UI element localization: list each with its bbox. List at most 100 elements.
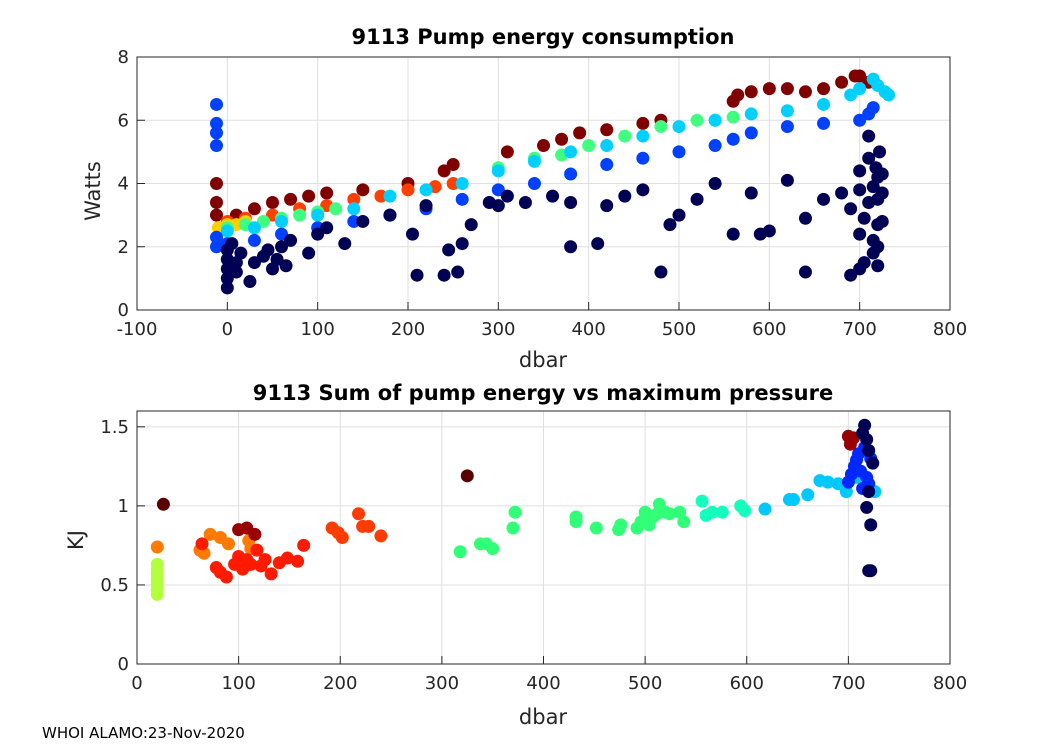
series-red-orange <box>325 507 388 544</box>
x-tick-label: 400 <box>526 673 560 694</box>
data-point <box>654 265 668 279</box>
data-point <box>266 195 279 209</box>
data-point <box>600 123 614 137</box>
data-point <box>564 195 578 209</box>
footer-credit: WHOI ALAMO:23-Nov-2020 <box>42 724 245 742</box>
data-point <box>209 116 223 130</box>
y-tick-labels: 0 2 4 6 8 <box>118 47 129 321</box>
data-point <box>546 189 560 203</box>
x-tick-label: 200 <box>391 319 425 340</box>
data-point <box>853 183 867 197</box>
data-point <box>247 256 261 270</box>
data-point <box>636 183 650 197</box>
data-point <box>654 120 668 134</box>
data-point <box>247 233 261 247</box>
data-point <box>243 275 257 289</box>
data-point <box>250 543 264 557</box>
data-point <box>219 570 233 584</box>
data-point <box>455 237 469 251</box>
data-point <box>569 515 583 529</box>
data-point <box>780 82 794 96</box>
data-point <box>860 432 874 446</box>
data-point <box>293 208 307 222</box>
data-point <box>589 521 603 535</box>
data-point <box>844 202 858 216</box>
x-tick-label: 300 <box>481 319 515 340</box>
data-point <box>636 129 650 143</box>
scatter-points <box>209 69 896 295</box>
data-point <box>270 252 284 266</box>
data-point <box>244 557 258 571</box>
x-tick-label: 500 <box>662 319 696 340</box>
data-point <box>209 208 223 222</box>
data-point <box>500 145 514 159</box>
data-point <box>780 104 794 118</box>
data-point <box>857 256 871 270</box>
data-point <box>437 268 451 282</box>
data-point <box>220 271 234 285</box>
data-point <box>486 542 500 556</box>
data-point <box>862 485 876 499</box>
x-tick-label: 200 <box>323 673 357 694</box>
y-tick-label: 0 <box>118 300 129 321</box>
data-point <box>356 214 370 228</box>
y-tick-label: 2 <box>118 237 129 258</box>
data-point <box>209 195 223 209</box>
data-point <box>460 469 474 483</box>
data-point <box>862 564 876 578</box>
data-point <box>446 158 460 172</box>
data-point <box>821 475 835 489</box>
y-tick-label: 1 <box>118 496 129 517</box>
x-axis-label: dbar <box>519 705 568 729</box>
data-point <box>209 126 223 140</box>
data-point <box>247 202 261 216</box>
x-tick-labels: 0 100 200 300 400 500 600 700 800 <box>131 673 967 694</box>
data-point <box>279 259 293 273</box>
data-point <box>383 208 397 222</box>
data-point <box>600 199 614 213</box>
x-tick-label: 500 <box>628 673 662 694</box>
data-point <box>437 164 451 178</box>
data-point <box>280 551 294 565</box>
data-point <box>780 173 794 187</box>
data-point <box>247 221 261 235</box>
data-point <box>464 218 478 232</box>
data-point <box>491 183 505 197</box>
data-point <box>508 505 522 519</box>
x-tick-label: 800 <box>933 319 967 340</box>
data-point <box>564 145 578 159</box>
x-tick-label: 600 <box>730 673 764 694</box>
x-tick-label: 700 <box>842 319 876 340</box>
data-point <box>663 507 677 521</box>
data-point <box>297 538 311 552</box>
series-red <box>195 537 311 584</box>
data-point <box>225 237 239 251</box>
y-tick-label: 1.5 <box>100 417 129 438</box>
data-point <box>744 85 758 99</box>
data-point <box>862 151 876 165</box>
data-point <box>248 527 262 541</box>
x-axis-label: dbar <box>519 348 568 372</box>
series-yellow-green <box>150 557 164 601</box>
data-point <box>853 227 867 241</box>
scatter-points <box>150 418 882 601</box>
data-point <box>835 186 849 200</box>
data-point <box>320 186 334 200</box>
data-point <box>491 199 505 213</box>
data-point <box>284 192 298 206</box>
data-point <box>419 183 433 197</box>
x-tick-label: 100 <box>300 319 334 340</box>
data-point <box>817 82 831 96</box>
data-point <box>527 154 541 168</box>
data-point <box>726 227 740 241</box>
data-point <box>582 139 596 153</box>
data-point <box>817 97 831 111</box>
data-point <box>726 110 740 124</box>
data-point <box>831 477 845 491</box>
data-point <box>383 189 397 203</box>
data-point <box>875 186 889 200</box>
y-tick-label: 8 <box>118 47 129 68</box>
data-point <box>731 88 745 102</box>
data-point <box>221 537 235 551</box>
